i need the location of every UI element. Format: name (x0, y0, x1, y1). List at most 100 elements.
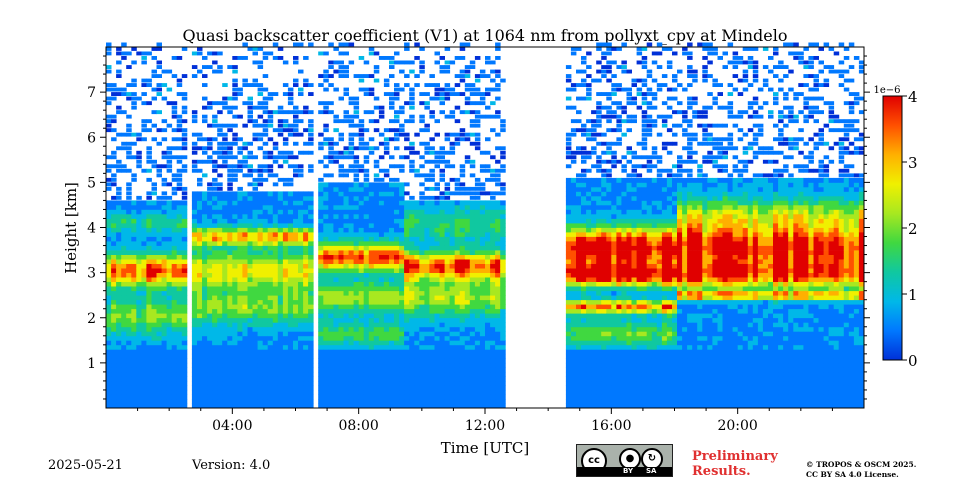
backscatter-cell (424, 146, 430, 151)
backscatter-cell (141, 123, 147, 128)
backscatter-cell (262, 277, 269, 282)
backscatter-cell (212, 376, 218, 382)
backscatter-cell (257, 277, 264, 282)
backscatter-cell (439, 389, 445, 395)
backscatter-cell (373, 227, 380, 233)
backscatter-cell (207, 277, 213, 282)
backscatter-cell (212, 304, 218, 310)
backscatter-cell (242, 277, 248, 282)
backscatter-cell (383, 295, 390, 301)
backscatter-cell (111, 218, 117, 224)
backscatter-cell (308, 164, 314, 169)
backscatter-cell (166, 227, 173, 233)
backscatter-cell (409, 385, 415, 391)
backscatter-cell (353, 331, 360, 337)
backscatter-cell (262, 331, 269, 337)
backscatter-cell (474, 227, 481, 233)
backscatter-cell (586, 367, 592, 373)
backscatter-cell (479, 317, 486, 323)
backscatter-cell (303, 376, 309, 382)
backscatter-cell (242, 227, 248, 233)
backscatter-cell (277, 331, 284, 337)
backscatter-cell (338, 218, 344, 224)
backscatter-cell (459, 209, 466, 215)
backscatter-cell (565, 195, 572, 201)
backscatter-cell (202, 204, 208, 210)
backscatter-cell (459, 254, 466, 260)
backscatter-cell (464, 83, 471, 87)
backscatter-cell (500, 268, 506, 273)
backscatter-cell (490, 389, 496, 395)
backscatter-cell (323, 254, 329, 260)
backscatter-cell (439, 236, 445, 242)
backscatter-cell (464, 159, 471, 164)
backscatter-cell (495, 173, 501, 178)
backscatter-cell (106, 232, 112, 237)
backscatter-cell (383, 241, 390, 246)
backscatter-cell (424, 173, 430, 178)
backscatter-cell (247, 385, 253, 391)
backscatter-cell (469, 299, 476, 305)
backscatter-cell (479, 214, 486, 219)
backscatter-cell (419, 371, 425, 377)
backscatter-cell (267, 114, 274, 119)
backscatter-cell (232, 340, 238, 346)
backscatter-cell (474, 241, 481, 246)
backscatter-cell (409, 259, 415, 264)
backscatter-cell (373, 340, 380, 346)
backscatter-cell (318, 141, 324, 146)
backscatter-cell (338, 232, 344, 237)
backscatter-cell (232, 277, 238, 282)
backscatter-cell (282, 322, 289, 328)
backscatter-cell (242, 250, 248, 255)
backscatter-cell (303, 371, 309, 377)
backscatter-cell (116, 87, 122, 92)
backscatter-cell (490, 259, 496, 264)
backscatter-cell (389, 74, 395, 78)
backscatter-cell (495, 110, 501, 115)
backscatter-cell (383, 173, 390, 178)
backscatter-cell (252, 263, 258, 269)
backscatter-cell (287, 295, 294, 301)
backscatter-cell (479, 218, 486, 224)
backscatter-cell (565, 308, 572, 314)
backscatter-cell (434, 92, 440, 96)
backscatter-cell (106, 204, 112, 210)
backscatter-cell (459, 204, 466, 210)
backscatter-cell (363, 308, 370, 314)
backscatter-cell (414, 42, 420, 47)
backscatter-cell (424, 209, 430, 215)
backscatter-cell (121, 164, 127, 169)
backscatter-cell (429, 209, 435, 215)
backscatter-cell (399, 182, 405, 188)
backscatter-cell (217, 155, 223, 160)
backscatter-cell (424, 281, 430, 287)
backscatter-cell (282, 232, 289, 237)
backscatter-cell (576, 335, 582, 341)
backscatter-cell (399, 241, 405, 246)
backscatter-cell (409, 92, 415, 96)
backscatter-cell (444, 204, 451, 210)
backscatter-cell (363, 376, 370, 382)
backscatter-cell (368, 200, 375, 206)
backscatter-cell (358, 394, 365, 400)
backscatter-cell (308, 83, 314, 87)
backscatter-cell (191, 340, 198, 346)
backscatter-cell (298, 254, 304, 260)
backscatter-cell (570, 191, 577, 197)
backscatter-cell (373, 299, 380, 305)
backscatter-cell (191, 223, 198, 228)
backscatter-cell (570, 200, 577, 206)
backscatter-cell (126, 259, 132, 264)
backscatter-cell (151, 137, 157, 142)
backscatter-cell (328, 137, 334, 142)
backscatter-cell (343, 335, 349, 341)
backscatter-cell (328, 313, 334, 319)
backscatter-cell (106, 272, 112, 278)
backscatter-cell (121, 344, 127, 350)
backscatter-cell (378, 177, 385, 182)
backscatter-cell (237, 281, 243, 287)
backscatter-cell (166, 254, 173, 260)
backscatter-cell (232, 195, 238, 201)
